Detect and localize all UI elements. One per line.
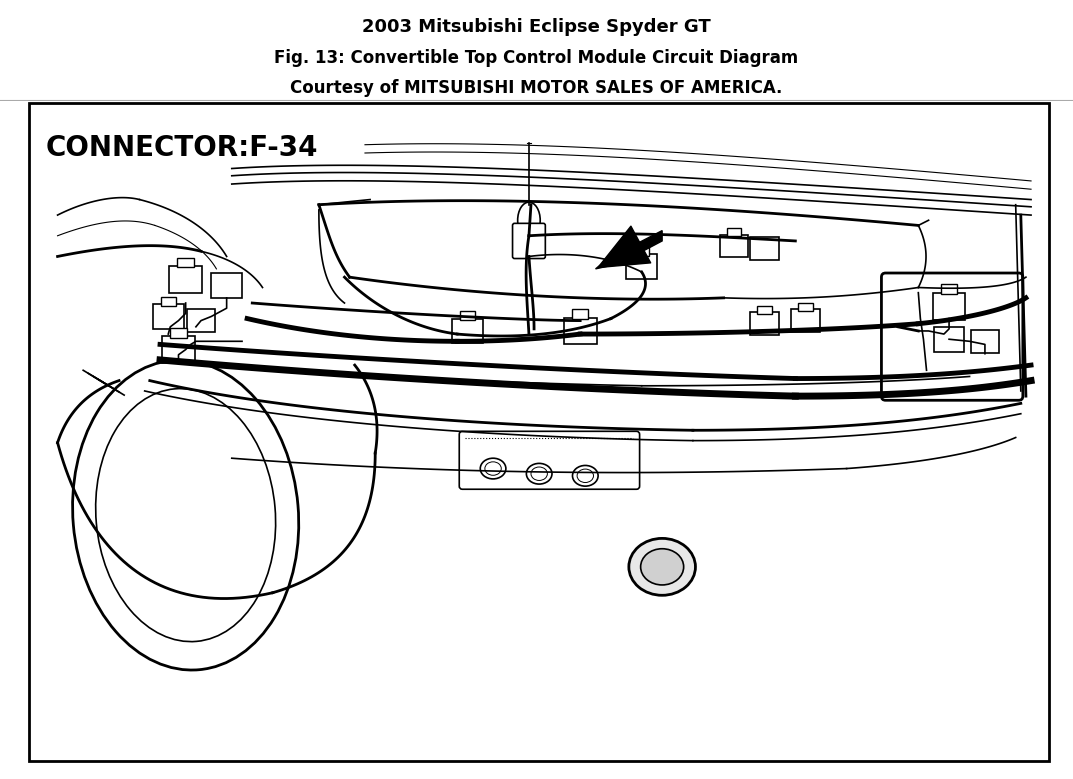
Polygon shape: [596, 231, 662, 269]
FancyBboxPatch shape: [971, 330, 999, 353]
FancyBboxPatch shape: [161, 297, 176, 305]
FancyBboxPatch shape: [211, 273, 242, 298]
FancyBboxPatch shape: [627, 255, 657, 279]
FancyBboxPatch shape: [563, 318, 597, 344]
FancyBboxPatch shape: [932, 293, 966, 319]
Ellipse shape: [629, 538, 695, 595]
FancyBboxPatch shape: [459, 432, 640, 489]
FancyBboxPatch shape: [634, 247, 649, 256]
FancyArrowPatch shape: [598, 226, 655, 267]
FancyBboxPatch shape: [941, 284, 957, 294]
Text: Courtesy of MITSUBISHI MOTOR SALES OF AMERICA.: Courtesy of MITSUBISHI MOTOR SALES OF AM…: [291, 79, 782, 97]
FancyBboxPatch shape: [171, 328, 187, 337]
FancyBboxPatch shape: [798, 302, 812, 311]
FancyBboxPatch shape: [750, 312, 779, 335]
Ellipse shape: [481, 458, 505, 479]
FancyBboxPatch shape: [459, 311, 475, 320]
FancyBboxPatch shape: [572, 309, 588, 319]
Text: 2003 Mitsubishi Eclipse Spyder GT: 2003 Mitsubishi Eclipse Spyder GT: [362, 18, 711, 37]
FancyBboxPatch shape: [750, 237, 779, 259]
FancyBboxPatch shape: [758, 305, 771, 314]
FancyBboxPatch shape: [513, 224, 545, 259]
Text: Fig. 13: Convertible Top Control Module Circuit Diagram: Fig. 13: Convertible Top Control Module …: [275, 48, 798, 67]
Text: CONNECTOR:F-34: CONNECTOR:F-34: [45, 134, 318, 162]
Ellipse shape: [517, 202, 540, 238]
FancyBboxPatch shape: [162, 336, 195, 363]
FancyBboxPatch shape: [170, 266, 202, 293]
FancyBboxPatch shape: [177, 258, 194, 267]
FancyBboxPatch shape: [934, 327, 965, 351]
FancyBboxPatch shape: [187, 309, 216, 332]
Ellipse shape: [641, 548, 684, 585]
FancyBboxPatch shape: [152, 304, 183, 329]
FancyBboxPatch shape: [720, 234, 748, 258]
FancyBboxPatch shape: [452, 319, 483, 344]
FancyBboxPatch shape: [791, 309, 820, 332]
Ellipse shape: [527, 464, 552, 484]
FancyBboxPatch shape: [726, 228, 741, 236]
Ellipse shape: [573, 466, 598, 486]
